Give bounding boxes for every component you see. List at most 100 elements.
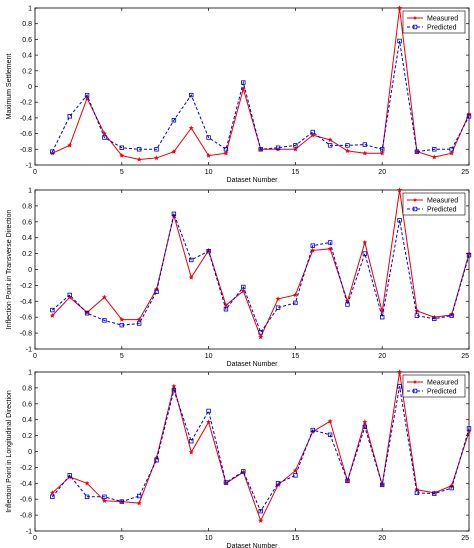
y-axis-label: Inflection Point in Longitudinal Directi… [6,390,13,513]
y-tick-label: -0.2 [20,100,32,107]
legend-label-measured: Measured [427,198,458,205]
data-point-measured [466,428,472,434]
data-point-measured [188,449,194,455]
data-point-measured [119,152,125,158]
y-tick-label: -0.2 [20,465,32,472]
y-tick-label: -0.2 [20,283,32,290]
data-point-predicted [397,38,402,44]
y-tick-label: -1 [26,529,32,536]
x-tick-label: 15 [292,535,300,542]
x-tick-label: 5 [120,353,124,360]
data-point-measured [396,187,403,193]
data-point-measured [292,292,298,298]
data-point-predicted [171,211,177,217]
legend: Measured Predicted [402,192,466,216]
x-tick-label: 0 [33,535,37,542]
x-tick-label: 15 [292,169,300,176]
data-point-predicted [293,473,298,478]
x-tick-label: 10 [205,169,213,176]
data-point-predicted [275,145,281,150]
data-point-measured [101,498,108,503]
legend-label-predicted: Predicted [427,389,457,396]
y-tick-label: 0.6 [22,37,32,44]
y-tick-label: 0 [28,449,32,456]
data-point-predicted [345,302,350,307]
data-point-measured [362,239,368,245]
y-tick-label: -0.6 [20,497,32,504]
data-point-measured [136,316,142,322]
y-tick-label: -0.8 [20,331,32,338]
data-point-predicted [154,289,159,294]
legend-label-measured: Measured [427,380,458,387]
data-point-predicted [258,508,263,514]
data-point-predicted [223,307,229,312]
y-tick-label: -1 [26,347,32,354]
data-point-predicted [119,322,124,328]
data-point-predicted [466,114,472,119]
series-line-predicted [51,40,470,153]
x-axis-label: Dataset Number [227,177,279,184]
y-tick-label: -0.6 [20,131,32,138]
data-point-measured [223,150,229,156]
y-tick-label: 0.8 [22,203,32,210]
data-point-measured [188,125,194,131]
x-tick-label: 20 [378,169,386,176]
y-tick-label: 0.8 [22,385,32,392]
x-tick-label: 20 [378,535,386,542]
chart-panel-2: 0 5 10 15 20 25 -1 -0.8 -0.6 -0.4 -0.2 0 0.2 0.4 0.6 0.… [6,187,472,368]
data-point-predicted [362,251,368,256]
y-tick-label: 0.8 [22,21,32,28]
y-tick-label: 0 [28,267,32,274]
y-axis-label: Inflection Point in Transverse Direction [6,210,13,330]
y-axis-label: Maximum Settlement [6,54,13,120]
data-point-predicted [397,218,402,223]
legend-marker-measured [412,15,418,20]
data-point-predicted [154,458,159,463]
data-point-predicted [379,147,385,152]
y-tick-label: 0.2 [22,68,32,75]
data-point-predicted [466,252,472,258]
data-point-measured [310,132,316,138]
series-line-predicted [51,386,470,513]
legend-marker-measured [412,379,418,384]
data-point-measured [136,500,142,506]
chart-panel-1: 0 5 10 15 20 25 -1 -0.8 -0.6 -0.4 -0.2 0 0.2 0.4 0.6 0.… [6,5,472,184]
data-point-predicted [119,145,124,150]
data-point-measured [206,419,212,425]
legend-label-measured: Measured [427,16,458,23]
x-axis-label: Dataset Number [227,361,279,368]
data-point-predicted [206,249,211,254]
data-point-measured [396,5,403,11]
data-point-measured [310,247,316,253]
data-point-measured [396,369,403,375]
data-point-measured [153,155,160,161]
data-point-predicted [362,424,368,430]
data-point-predicted [136,321,142,326]
data-point-predicted [327,240,333,245]
data-point-predicted [327,432,333,438]
data-point-predicted [136,147,142,152]
data-point-predicted [50,307,55,313]
data-point-predicted [102,494,107,500]
y-tick-label: 0.4 [22,53,32,60]
data-point-predicted [310,427,315,433]
data-point-measured [362,419,368,425]
data-point-predicted [275,481,281,486]
data-point-predicted [449,147,454,152]
x-tick-label: 0 [33,169,37,176]
data-point-predicted [379,482,385,488]
data-point-predicted [449,485,454,491]
data-point-predicted [241,284,246,290]
legend-label-predicted: Predicted [427,25,457,32]
series-predicted [50,38,472,154]
plot-area [34,371,470,532]
data-point-measured [258,517,264,523]
data-point-measured [362,150,368,156]
data-point-predicted [345,143,350,148]
data-point-measured [379,150,385,156]
x-tick-label: 10 [205,535,213,542]
data-point-predicted [84,494,90,500]
y-tick-label: 1 [28,188,32,195]
data-point-predicted [414,149,420,154]
